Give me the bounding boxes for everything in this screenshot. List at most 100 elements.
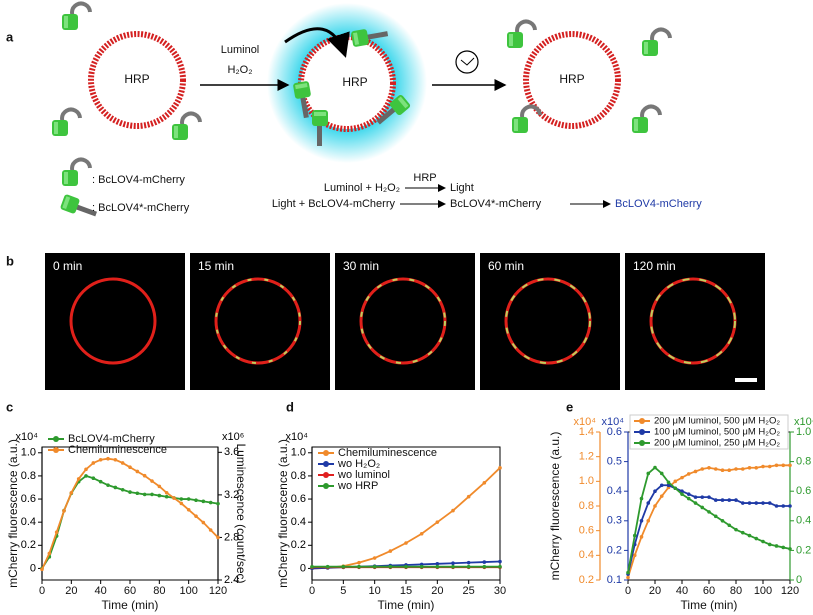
panel-label: a	[6, 29, 14, 44]
x-tick-label: 60	[124, 585, 136, 597]
legend-marker	[639, 418, 645, 424]
protein	[505, 19, 537, 50]
y-tick-label: 0.1	[607, 574, 622, 586]
series-line	[627, 466, 791, 573]
clock-hands	[460, 57, 475, 66]
vesicle-ring	[69, 277, 157, 365]
legend-marker	[323, 461, 329, 467]
x-tick-label: 20	[65, 585, 77, 597]
micrograph	[480, 253, 620, 390]
y-tick-label: 0.4	[21, 516, 36, 528]
y-tick-label: 1.2	[579, 451, 594, 463]
x-tick-label: 0	[625, 585, 631, 597]
legend-marker	[323, 450, 329, 456]
x-tick-label: 120	[781, 585, 799, 597]
series-line	[41, 457, 219, 570]
y-tick-label: 0.3	[607, 515, 622, 527]
axis-exponent: x10⁴	[794, 416, 813, 428]
legend-marker	[639, 440, 645, 446]
series-line	[41, 474, 219, 569]
protein	[50, 107, 82, 138]
micrograph	[335, 253, 475, 390]
y-tick-label: 0.8	[796, 456, 811, 468]
series-line	[627, 484, 790, 575]
scale-bar	[735, 378, 757, 382]
x-tick-label: 10	[369, 585, 381, 597]
reaction-text: HRP	[413, 172, 436, 184]
reagent: Luminol	[221, 44, 260, 56]
x-tick-label: 80	[153, 585, 165, 597]
y-tick-label: 0.8	[579, 500, 594, 512]
legend-label: Chemiluminescence	[68, 444, 167, 456]
y-tick-label: 0.2	[579, 574, 594, 586]
x-tick-label: 120	[209, 585, 227, 597]
panel-label: b	[6, 253, 14, 268]
plot-frame	[627, 431, 791, 581]
x-tick-label: 30	[494, 585, 506, 597]
y-tick-label: 3.6	[224, 446, 239, 458]
legend-label: wo H₂O₂	[337, 458, 380, 470]
vesicle	[523, 31, 621, 129]
vesicle-label: HRP	[124, 72, 149, 86]
axis-exponent: x10⁴	[16, 431, 39, 443]
green-signal	[360, 278, 446, 364]
reaction-text: Luminol + H₂O₂	[324, 182, 400, 194]
protein	[60, 1, 92, 32]
y-tick-label: 0.4	[607, 485, 622, 497]
green-signal	[650, 278, 736, 364]
x-tick-label: 40	[676, 585, 688, 597]
x-tick-label: 15	[400, 585, 412, 597]
x-tick-label: 20	[431, 585, 443, 597]
y-tick-label: 0.4	[796, 515, 811, 527]
y-tick-label: 1.0	[291, 447, 306, 459]
protein	[640, 27, 672, 58]
time-label: 60 min	[488, 259, 524, 273]
x-axis-label: Time (min)	[378, 598, 435, 612]
legend-icon	[60, 157, 92, 188]
reaction-text: BcLOV4-mCherry	[615, 198, 702, 210]
axis-exponent: x10⁴	[602, 416, 625, 428]
y-tick-label: 0.4	[579, 549, 594, 561]
y-tick-label: 1.0	[579, 475, 594, 487]
y-tick-label: 0.2	[291, 539, 306, 551]
y-tick-label: 2.8	[224, 531, 239, 543]
y2-axis-label: Luminescence (count/sec)	[234, 443, 248, 583]
legend-text: : BcLOV4*-mCherry	[92, 202, 190, 214]
legend-marker	[53, 447, 59, 453]
time-label: 120 min	[633, 259, 676, 273]
axis-exponent: x10⁶	[222, 431, 244, 443]
legend-label: 200 μM luminol, 500 μM H₂O₂	[654, 416, 780, 427]
x-tick-label: 25	[463, 585, 475, 597]
y-tick-label: 0.4	[291, 516, 306, 528]
y-tick-label: 0.8	[21, 470, 36, 482]
vesicle	[88, 31, 186, 129]
y-tick-label: 0.6	[21, 493, 36, 505]
y-tick-label: 3.2	[224, 489, 239, 501]
x-tick-label: 20	[649, 585, 661, 597]
y-tick-label: 0.2	[796, 544, 811, 556]
reaction-text: Light	[450, 182, 474, 194]
y-tick-label: 0.5	[607, 456, 622, 468]
x-tick-label: 40	[95, 585, 107, 597]
legend-label: 200 μM luminol, 250 μM H₂O₂	[654, 438, 780, 449]
legend-label: Chemiluminescence	[338, 447, 437, 459]
micrograph	[625, 253, 765, 390]
panel-label: c	[6, 399, 13, 414]
y-tick-label: 0.8	[291, 470, 306, 482]
clock	[455, 50, 479, 74]
y-tick-label: 1.0	[21, 447, 36, 459]
y-tick-label: 0.6	[291, 493, 306, 505]
vesicle-label: HRP	[559, 72, 584, 86]
x-axis-label: Time (min)	[681, 598, 738, 612]
x-tick-label: 60	[703, 585, 715, 597]
y-tick-label: 0.2	[21, 539, 36, 551]
legend-marker	[323, 483, 329, 489]
legend-marker	[323, 472, 329, 478]
y-tick-label: 2.4	[224, 574, 239, 586]
y-tick-label: 0	[30, 562, 36, 574]
y-tick-label: 0.6	[579, 525, 594, 537]
legend-text: : BcLOV4-mCherry	[92, 174, 185, 186]
y-axis-label: mCherry fluorescence (a.u.)	[276, 439, 290, 588]
